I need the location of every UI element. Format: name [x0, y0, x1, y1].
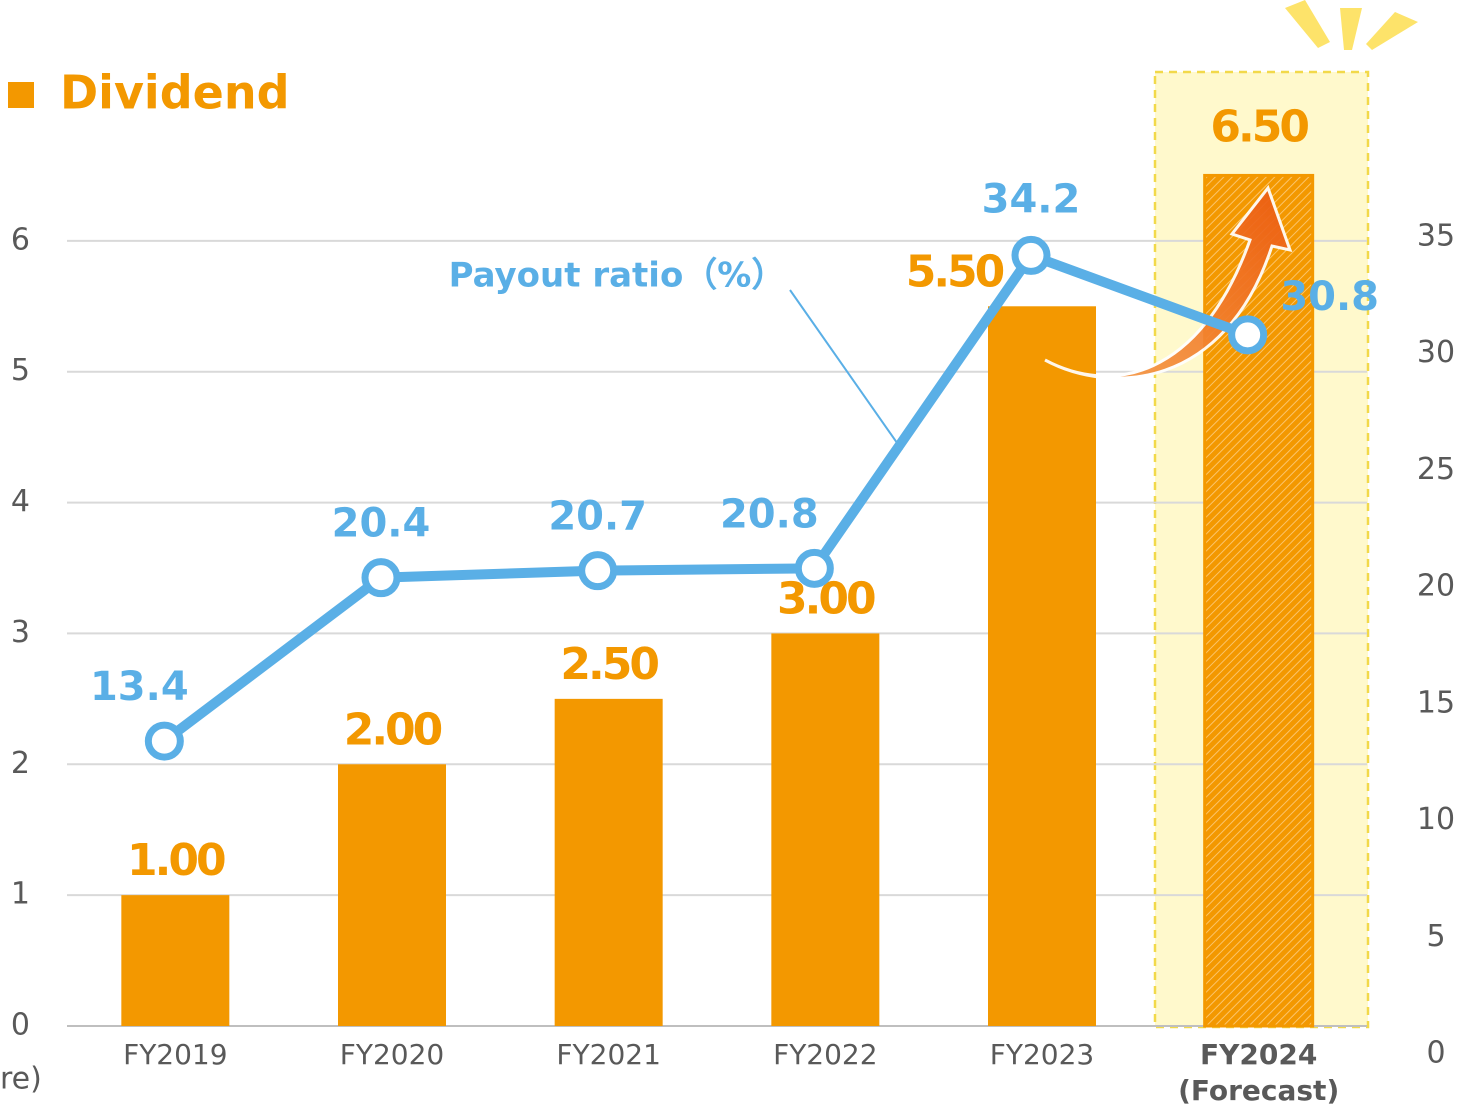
bar-value-label: 2.00: [344, 704, 442, 755]
bar: [554, 698, 663, 1026]
title-marker: [8, 82, 34, 108]
line-value-label: 20.7: [548, 494, 647, 540]
line-point: [1011, 235, 1051, 275]
x-tick-label: FY2022: [773, 1038, 877, 1071]
bar: [338, 764, 446, 1026]
y-tick-label: 4: [11, 484, 30, 519]
line-annotation: Payout ratio（%）: [449, 256, 786, 296]
bar-value-label: 6.50: [1210, 101, 1308, 152]
y-tick-label: 2: [11, 746, 30, 781]
line-value-label: 20.8: [720, 491, 819, 537]
growth-arrow: [1044, 184, 1293, 380]
y2-tick-label: 25: [1417, 452, 1455, 487]
y-tick-label: 3: [11, 615, 30, 650]
bar: [988, 306, 1096, 1026]
line-point: [361, 558, 401, 598]
forecast-label: (Forecast): [1178, 1074, 1339, 1107]
y2-tick-label: 0: [1426, 1036, 1445, 1071]
line-value-label: 30.8: [1280, 274, 1379, 320]
x-tick-label: FY2020: [340, 1038, 444, 1071]
y-tick-label: 1: [11, 877, 30, 912]
x-tick-label: FY2021: [556, 1038, 660, 1071]
bar: [771, 633, 880, 1026]
bar-value-label: 5.50: [906, 246, 1004, 297]
bar-value-label: 2.50: [560, 639, 658, 690]
line-point: [144, 721, 184, 761]
bar: [121, 895, 230, 1026]
chart-title: Dividend: [60, 66, 290, 120]
line-point: [1228, 315, 1268, 355]
x-tick-label: FY2019: [123, 1038, 227, 1071]
line-value-label: 20.4: [332, 501, 431, 547]
y2-tick-label: 5: [1426, 919, 1445, 954]
y2-tick-label: 15: [1417, 685, 1455, 720]
y-axis-label: re): [0, 1062, 42, 1097]
y2-tick-label: 10: [1417, 802, 1455, 837]
y2-tick-label: 35: [1417, 218, 1455, 253]
y2-tick-label: 30: [1417, 335, 1455, 370]
x-tick-label: FY2023: [990, 1038, 1094, 1071]
y-tick-label: 0: [11, 1008, 30, 1043]
annotation-leader: [789, 289, 903, 451]
line-point: [578, 551, 618, 591]
line: [161, 250, 1250, 746]
y-tick-label: 5: [11, 353, 30, 388]
sparkle: [1285, 0, 1418, 50]
bar-value-label: 1.00: [127, 835, 225, 886]
line-point: [794, 548, 834, 588]
y-tick-label: 6: [11, 222, 30, 257]
line-value-label: 34.2: [982, 176, 1081, 222]
x-tick-label: FY2024: [1200, 1038, 1317, 1071]
y2-tick-label: 20: [1417, 569, 1455, 604]
line-value-label: 13.4: [90, 664, 189, 710]
